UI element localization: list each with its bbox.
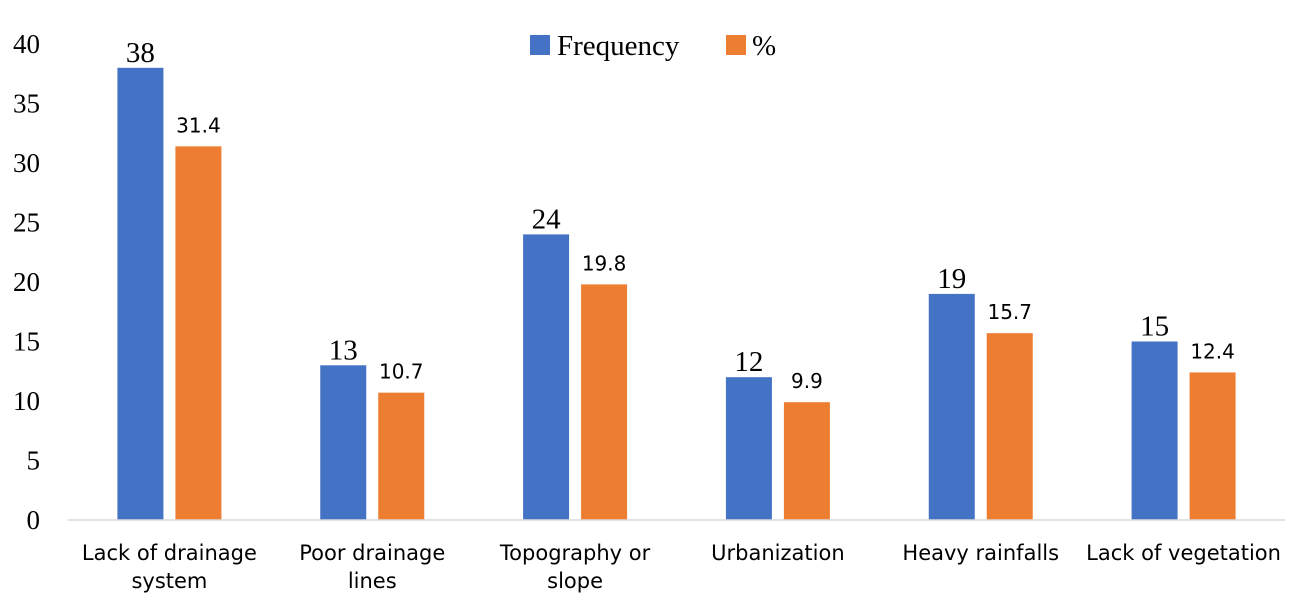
bar-frequency — [725, 377, 772, 520]
legend-label-percent: % — [752, 30, 776, 62]
bar-frequency — [1131, 341, 1178, 520]
bar-percent — [378, 392, 425, 520]
bar-percent — [1189, 372, 1236, 520]
data-label-percent: 15.7 — [987, 300, 1032, 324]
bars — [117, 67, 1236, 521]
legend-swatch-frequency — [530, 35, 550, 55]
x-tick-label: system — [131, 569, 207, 593]
y-tick-label: 0 — [27, 505, 41, 535]
y-tick-label: 10 — [13, 386, 40, 416]
x-tick-label: Topography or — [499, 541, 651, 565]
bar-frequency — [117, 67, 164, 521]
x-tick-label: Heavy rainfalls — [902, 541, 1059, 565]
x-tick-label: lines — [348, 569, 397, 593]
y-tick-label: 40 — [13, 29, 40, 59]
x-tick-label: slope — [547, 569, 603, 593]
x-tick-label: Lack of vegetation — [1086, 541, 1281, 565]
x-axis: Lack of drainage system Poor drainage lines… — [68, 519, 1285, 593]
data-labels: 38 31.4 13 10.7 24 19.8 12 9.9 19 15.7 15 12.4 — [126, 37, 1235, 393]
data-label-percent: 19.8 — [582, 251, 627, 275]
data-label-frequency: 12 — [734, 346, 763, 378]
bar-frequency — [928, 293, 975, 520]
data-label-percent: 31.4 — [176, 113, 221, 137]
data-label-frequency: 15 — [1140, 311, 1169, 343]
data-label-percent: 9.9 — [791, 369, 823, 393]
legend-swatch-percent — [726, 35, 746, 55]
data-label-frequency: 38 — [126, 37, 155, 69]
legend-label-frequency: Frequency — [557, 30, 680, 62]
legend: Frequency% — [530, 30, 776, 62]
y-tick-label: 15 — [13, 327, 40, 357]
bar-percent — [783, 402, 830, 520]
data-label-frequency: 19 — [937, 263, 966, 295]
y-tick-label: 20 — [13, 267, 40, 297]
y-axis: 0 5 10 15 20 25 30 35 40 — [13, 29, 40, 535]
data-label-frequency: 24 — [532, 203, 562, 235]
bar-percent — [986, 333, 1033, 520]
bar-percent — [175, 146, 222, 520]
y-tick-label: 35 — [13, 89, 40, 119]
bar-frequency — [320, 365, 367, 520]
y-tick-label: 30 — [13, 148, 40, 178]
x-tick-label: Poor drainage — [299, 541, 445, 565]
x-tick-label: Urbanization — [711, 541, 844, 565]
x-tick-label: Lack of drainage — [82, 541, 257, 565]
y-tick-label: 5 — [27, 446, 41, 476]
data-label-frequency: 13 — [329, 334, 358, 366]
bar-percent — [581, 284, 628, 520]
data-label-percent: 12.4 — [1190, 339, 1235, 363]
bar-frequency — [523, 234, 570, 520]
data-label-percent: 10.7 — [379, 360, 424, 384]
y-tick-label: 25 — [13, 208, 40, 238]
